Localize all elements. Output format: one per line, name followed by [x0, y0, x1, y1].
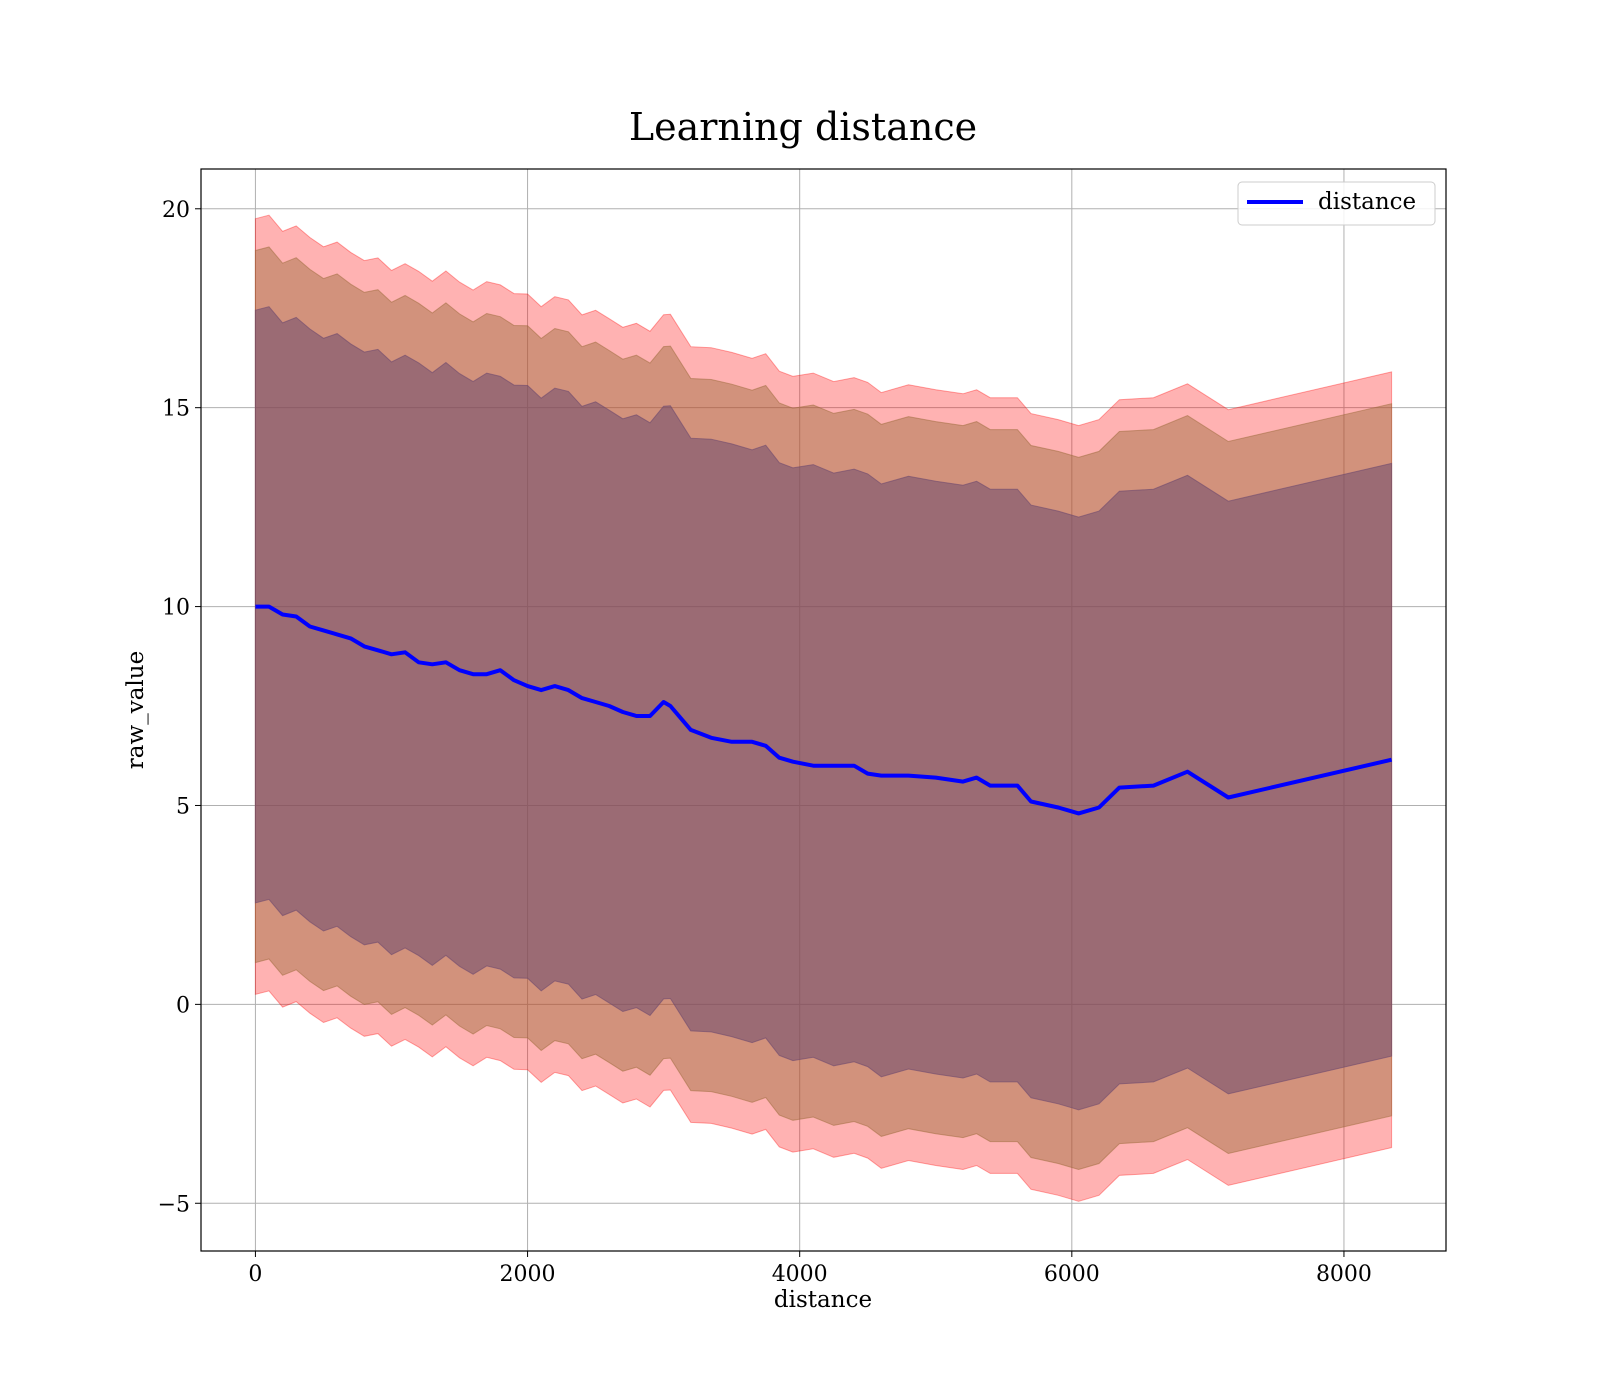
legend-box [1237, 181, 1436, 226]
y-tick-label: 0 [176, 993, 190, 1018]
legend-label-distance: distance [1318, 189, 1416, 215]
y-tick-label: 20 [162, 198, 190, 223]
x-tick-label: 2000 [500, 1262, 556, 1287]
x-tick-label: 6000 [1044, 1262, 1100, 1287]
x-axis-label: distance [774, 1287, 872, 1313]
band-inner [254, 306, 1393, 1111]
x-tick-label: 4000 [772, 1262, 828, 1287]
series-line-distance [255, 604, 1393, 816]
y-axis-label: raw_value [123, 651, 149, 769]
y-tick-label: 15 [162, 397, 190, 422]
y-tick-label: 5 [176, 794, 190, 819]
chart-title: Learning distance [629, 105, 977, 149]
axis-ticks: 0 2000 4000 6000 8000 −5 0 5 10 15 20 [158, 198, 1372, 1287]
y-tick-label: −5 [158, 1192, 190, 1217]
series-layer [255, 604, 1393, 816]
legend: distance [1237, 181, 1436, 226]
confidence-bands [254, 214, 1393, 1202]
plot-frame [200, 168, 1447, 1252]
x-tick-label: 8000 [1316, 1262, 1372, 1287]
y-tick-label: 10 [162, 596, 190, 621]
x-tick-label: 0 [248, 1262, 262, 1287]
